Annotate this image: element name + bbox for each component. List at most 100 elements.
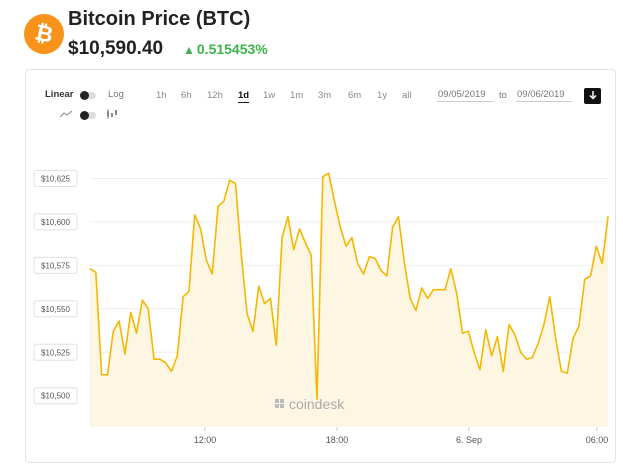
y-tick-label: $10,625 bbox=[41, 174, 70, 183]
data-point bbox=[322, 176, 324, 178]
data-point bbox=[205, 259, 207, 261]
scale-log-label[interactable]: Log bbox=[108, 89, 124, 100]
data-point bbox=[223, 200, 225, 202]
data-point bbox=[258, 285, 260, 287]
data-point bbox=[147, 308, 149, 310]
data-point bbox=[374, 257, 376, 259]
data-point bbox=[170, 370, 173, 372]
header: ₿ Bitcoin Price (BTC) $10,590.40 ▲ 0.5154… bbox=[0, 0, 623, 68]
y-tick-box bbox=[33, 256, 78, 274]
range-all-button[interactable]: all bbox=[402, 90, 412, 101]
data-point bbox=[333, 200, 336, 202]
data-point bbox=[543, 323, 545, 326]
data-point bbox=[502, 370, 504, 372]
y-tick-label: $10,500 bbox=[41, 392, 70, 401]
data-point bbox=[386, 275, 388, 277]
data-point bbox=[287, 216, 289, 218]
data-point bbox=[403, 261, 405, 263]
data-point bbox=[176, 355, 178, 357]
data-point bbox=[101, 374, 103, 376]
coindesk-watermark: coindesk bbox=[275, 396, 345, 412]
data-point bbox=[165, 362, 167, 364]
y-tick-label: $10,575 bbox=[41, 261, 70, 270]
data-point bbox=[298, 228, 301, 230]
price-points bbox=[89, 172, 609, 400]
data-point bbox=[275, 344, 277, 346]
download-button[interactable] bbox=[584, 88, 601, 104]
data-point bbox=[549, 296, 551, 298]
coindesk-watermark-text: coindesk bbox=[289, 396, 345, 412]
price-chart[interactable]: $10,500 $10,525 $10,550 $10,575 $10,600 $10,6… bbox=[25, 69, 616, 463]
x-axis: 12:00 18:00 6. Sep 06:00 bbox=[194, 427, 608, 445]
data-point bbox=[351, 236, 353, 239]
candlestick-icon[interactable] bbox=[106, 109, 118, 119]
range-6m-button[interactable]: 6m bbox=[348, 90, 362, 101]
data-point bbox=[392, 226, 394, 228]
data-point bbox=[555, 337, 557, 339]
line-chart-icon[interactable] bbox=[60, 110, 72, 118]
y-axis: $10,500 $10,525 $10,550 $10,575 $10,600 $10,6… bbox=[33, 169, 78, 405]
data-point bbox=[240, 254, 242, 256]
data-point bbox=[135, 332, 138, 334]
data-point bbox=[217, 205, 219, 207]
data-point bbox=[252, 330, 254, 332]
range-1m-button[interactable]: 1m bbox=[290, 90, 304, 101]
data-point bbox=[467, 330, 469, 332]
data-point bbox=[106, 374, 109, 376]
range-1w-button[interactable]: 1w bbox=[263, 90, 276, 101]
data-point bbox=[514, 334, 516, 336]
x-tick-label: 6. Sep bbox=[456, 435, 482, 445]
data-point bbox=[211, 273, 213, 275]
download-icon bbox=[588, 91, 597, 100]
data-point bbox=[368, 256, 370, 258]
data-point bbox=[124, 353, 126, 355]
y-tick-box bbox=[33, 213, 78, 231]
y-tick-box bbox=[33, 169, 78, 187]
range-6h-button[interactable]: 6h bbox=[181, 90, 192, 101]
scale-linear-label[interactable]: Linear bbox=[45, 89, 74, 100]
data-point bbox=[118, 320, 120, 322]
date-from-input[interactable] bbox=[437, 87, 493, 102]
data-point bbox=[229, 179, 231, 181]
data-point bbox=[182, 296, 184, 298]
data-point bbox=[188, 290, 190, 293]
coindesk-logo-icon bbox=[275, 399, 284, 408]
data-point bbox=[595, 245, 597, 247]
data-point bbox=[89, 268, 91, 270]
data-point bbox=[362, 273, 365, 275]
range-1y-button[interactable]: 1y bbox=[377, 90, 388, 101]
data-point bbox=[304, 242, 306, 244]
data-point bbox=[397, 216, 400, 218]
range-3m-button[interactable]: 3m bbox=[318, 90, 332, 101]
data-point bbox=[531, 356, 533, 359]
page-title: Bitcoin Price (BTC) bbox=[68, 8, 251, 30]
scale-toggle[interactable] bbox=[80, 91, 96, 100]
data-point bbox=[316, 398, 318, 400]
data-point bbox=[584, 278, 586, 280]
y-tick-label: $10,525 bbox=[41, 348, 70, 357]
bitcoin-logo-icon: ₿ bbox=[20, 10, 68, 58]
data-point bbox=[461, 332, 464, 334]
range-12h-button[interactable]: 12h bbox=[207, 90, 223, 101]
y-tick-box bbox=[33, 387, 78, 405]
date-to-input[interactable] bbox=[516, 87, 572, 102]
data-point bbox=[246, 313, 248, 315]
data-point bbox=[141, 299, 143, 301]
y-tick-box bbox=[33, 343, 78, 361]
data-point bbox=[473, 351, 475, 353]
data-point bbox=[421, 287, 423, 289]
data-point bbox=[520, 351, 522, 353]
data-point bbox=[159, 358, 161, 360]
chart-type-toggle[interactable] bbox=[80, 111, 96, 120]
range-1d-button[interactable]: 1d bbox=[238, 90, 250, 103]
y-tick-label: $10,600 bbox=[41, 218, 70, 227]
data-point bbox=[380, 269, 382, 272]
data-point bbox=[601, 263, 603, 265]
data-point bbox=[525, 358, 528, 360]
data-point bbox=[310, 254, 312, 256]
data-point bbox=[345, 245, 347, 247]
data-point bbox=[264, 303, 266, 305]
data-point bbox=[438, 289, 440, 291]
range-1h-button[interactable]: 1h bbox=[156, 90, 167, 101]
data-point bbox=[456, 292, 458, 294]
